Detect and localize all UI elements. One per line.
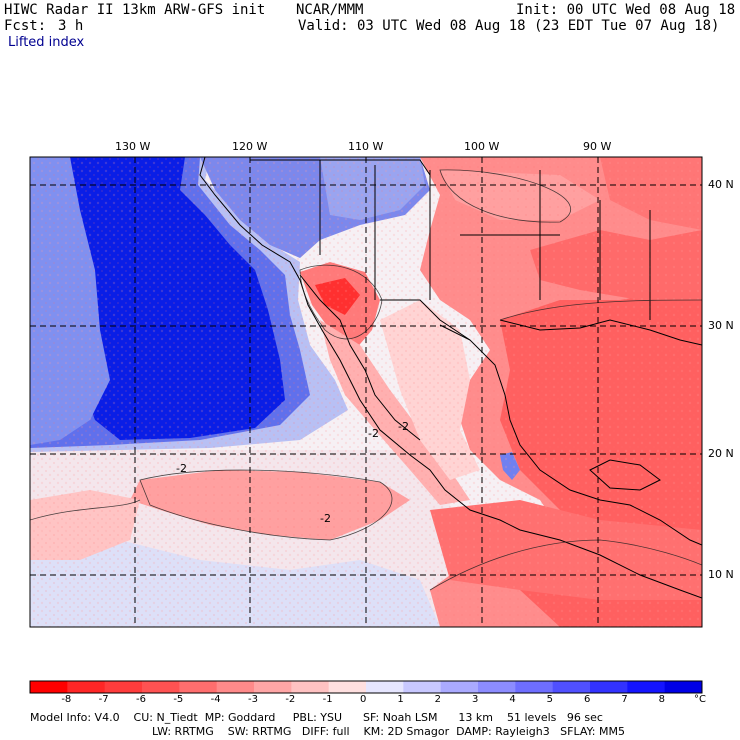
colorbar-unit: °C bbox=[694, 694, 706, 705]
colorbar-swatch bbox=[664, 681, 703, 693]
colorbar-swatch bbox=[30, 681, 68, 693]
lon-label-90w: 90 W bbox=[583, 140, 612, 153]
colorbar-swatch bbox=[627, 681, 666, 693]
colorbar-tick-label: -2 bbox=[285, 694, 296, 705]
model-info-line2: LW: RRTMG SW: RRTMG DIFF: full KM: 2D Sm… bbox=[152, 725, 625, 738]
colorbar-tick-label: -6 bbox=[136, 694, 146, 705]
colorbar-tick-label: 1 bbox=[397, 694, 404, 705]
colorbar-swatch bbox=[552, 681, 591, 693]
map-frame bbox=[29, 156, 703, 628]
model-title: HIWC Radar II 13km ARW-GFS init bbox=[4, 2, 266, 18]
colorbar-tick-label: -3 bbox=[248, 694, 258, 705]
colorbar-swatch bbox=[291, 681, 330, 693]
forecast-hour: 3 h bbox=[58, 18, 84, 34]
colorbar-tick-label: 5 bbox=[546, 694, 554, 705]
lon-label-120w: 120 W bbox=[232, 140, 268, 153]
colorbar-swatch bbox=[216, 681, 255, 693]
colorbar-swatch bbox=[179, 681, 218, 693]
colorbar-swatch bbox=[590, 681, 628, 693]
lat-label-20n: 20 N bbox=[708, 447, 734, 460]
init-time: Init: 00 UTC Wed 08 Aug 18 bbox=[516, 2, 736, 18]
colorbar-tick-label: 2 bbox=[434, 694, 442, 705]
organization: NCAR/MMM bbox=[296, 2, 364, 18]
colorbar-tick-label: -1 bbox=[322, 694, 333, 705]
colorbar-swatch bbox=[104, 681, 143, 693]
lat-label-10n: 10 N bbox=[708, 568, 734, 581]
lon-label-100w: 100 W bbox=[464, 140, 500, 153]
valid-time: Valid: 03 UTC Wed 08 Aug 18 (23 EDT Tue … bbox=[298, 18, 720, 34]
forecast-label: Fcst: bbox=[4, 18, 47, 34]
graticule bbox=[30, 157, 702, 627]
colorbar-swatch bbox=[254, 681, 292, 693]
colorbar-tick-label: -8 bbox=[61, 694, 72, 705]
colorbar-tick-label: -4 bbox=[210, 694, 221, 705]
lon-label-110w: 110 W bbox=[348, 140, 384, 153]
colorbar-swatch bbox=[328, 681, 367, 693]
colorbar-tick-label: 7 bbox=[621, 694, 628, 705]
colorbar-swatch bbox=[478, 681, 516, 693]
colorbar-tick-label: -7 bbox=[98, 694, 109, 705]
colorbar-swatch bbox=[67, 681, 106, 693]
contour-label: -2 bbox=[398, 420, 409, 433]
contour-label: -2 bbox=[320, 512, 331, 525]
colorbar bbox=[29, 680, 703, 694]
lat-label-40n: 40 N bbox=[708, 178, 734, 191]
colorbar-tick-label: 6 bbox=[584, 694, 591, 705]
colorbar-swatch bbox=[515, 681, 554, 693]
colorbar-swatch bbox=[403, 681, 442, 693]
model-info-line1: Model Info: V4.0 CU: N_Tiedt MP: Goddard… bbox=[30, 711, 603, 724]
contour-label: -2 bbox=[368, 427, 379, 440]
colorbar-swatch bbox=[366, 681, 404, 693]
colorbar-tick-label: 8 bbox=[658, 694, 666, 705]
colorbar-tick-label: 0 bbox=[360, 694, 367, 705]
lifted-index-contours bbox=[30, 169, 702, 591]
colorbar-tick-label: 3 bbox=[472, 694, 479, 705]
contour-label: -2 bbox=[176, 462, 187, 475]
field-name: Lifted index bbox=[8, 35, 85, 50]
colorbar-tick-label: -5 bbox=[173, 694, 184, 705]
colorbar-swatch bbox=[440, 681, 479, 693]
lon-label-130w: 130 W bbox=[115, 140, 151, 153]
colorbar-swatch bbox=[142, 681, 180, 693]
lat-label-30n: 30 N bbox=[708, 319, 734, 332]
colorbar-tick-label: 4 bbox=[509, 694, 516, 705]
